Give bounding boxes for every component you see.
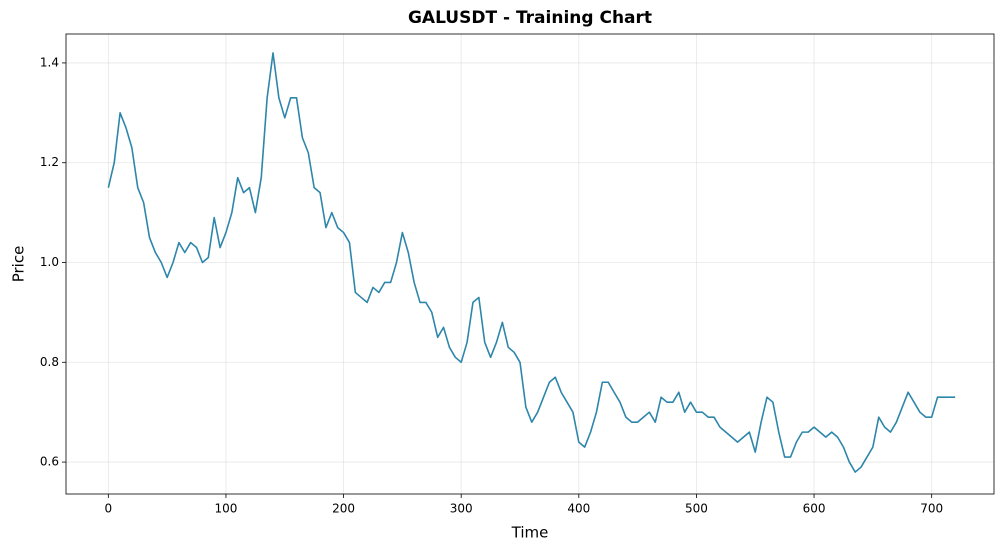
- y-tick-label: 1.2: [40, 155, 59, 169]
- x-tick-label: 200: [332, 502, 355, 516]
- x-tick-label: 0: [105, 502, 113, 516]
- x-tick-label: 700: [920, 502, 943, 516]
- x-tick-label: 600: [803, 502, 826, 516]
- x-tick-label: 400: [567, 502, 590, 516]
- y-tick-label: 1.4: [40, 55, 59, 69]
- x-tick-label: 100: [215, 502, 238, 516]
- x-tick-label: 300: [450, 502, 473, 516]
- x-tick-label: 500: [685, 502, 708, 516]
- price-line: [107, 52, 956, 473]
- y-tick-label: 0.6: [40, 455, 59, 469]
- y-tick-label: 1.0: [40, 255, 59, 269]
- x-axis-label: Time: [511, 524, 549, 542]
- y-axis-label: Price: [10, 246, 28, 283]
- plot-area: 0.6 0.8 1.0 1.2 1.4 0 100 200 300 400 500 600 700: [40, 34, 994, 516]
- axes-frame: [65, 33, 995, 495]
- y-tick-label: 0.8: [40, 355, 59, 369]
- chart-title: GALUSDT - Training Chart: [408, 8, 652, 28]
